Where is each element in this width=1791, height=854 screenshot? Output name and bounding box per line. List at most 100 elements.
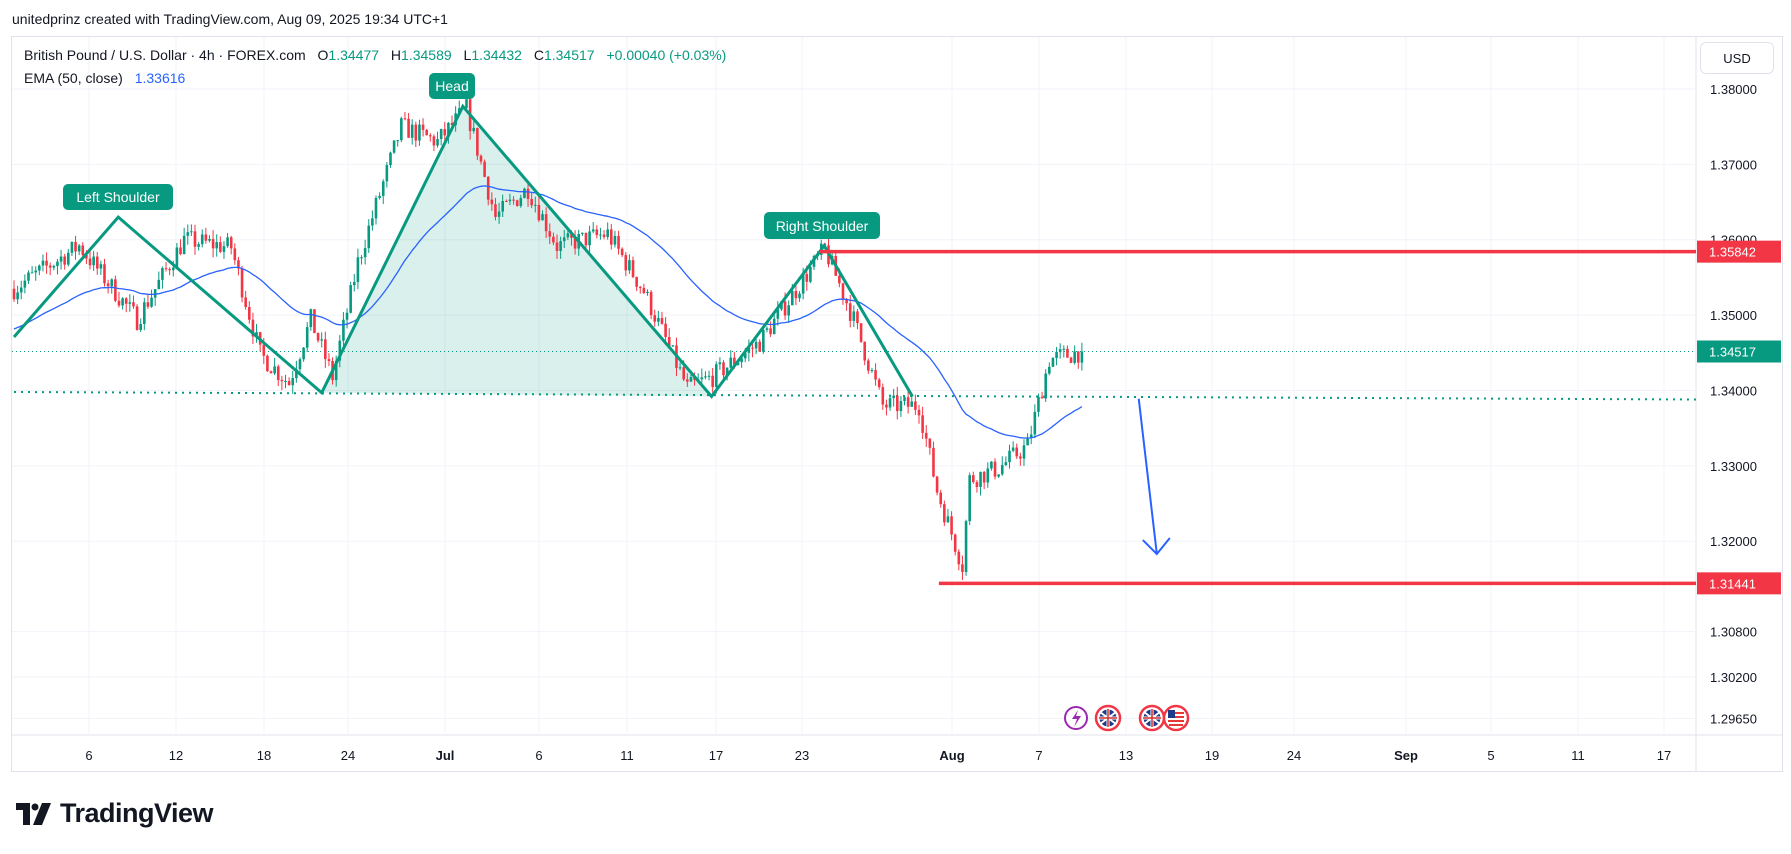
price-badge xyxy=(1697,240,1781,263)
candle-body xyxy=(1037,396,1040,412)
candle-body xyxy=(932,447,935,477)
candle-body xyxy=(863,341,866,361)
candle-body xyxy=(537,204,541,221)
candle-body xyxy=(584,232,588,246)
symbol-legend[interactable]: British Pound / U.S. Dollar · 4h · FOREX… xyxy=(24,47,726,63)
candle-body xyxy=(52,266,56,268)
head-label[interactable]: Head xyxy=(429,73,475,99)
candle-body xyxy=(903,397,906,402)
candle-body xyxy=(747,347,751,353)
right-shoulder-text: Right Shoulder xyxy=(776,218,869,234)
price-badges: 1.35842 1.34517 1.31441 xyxy=(1697,240,1781,595)
right-shoulder-label[interactable]: Right Shoulder xyxy=(764,212,880,239)
candle-body xyxy=(729,357,733,368)
uk-flag-icon[interactable] xyxy=(1094,704,1122,732)
candle-body xyxy=(483,161,486,177)
candle-body xyxy=(407,118,410,138)
neckline[interactable] xyxy=(13,390,1705,401)
candle-body xyxy=(74,241,77,252)
candle-body xyxy=(975,482,979,487)
candle-body xyxy=(226,237,229,247)
candle-body xyxy=(38,265,41,271)
candle-body xyxy=(233,248,237,261)
candle-body xyxy=(472,127,476,132)
time-axis-ticks: 6 12 18 24 Jul 6 11 17 23 Aug 7 13 19 24 Sep 5 11 17 xyxy=(85,748,1671,763)
candle-body xyxy=(88,258,92,266)
candle-body xyxy=(979,471,982,487)
candle-body xyxy=(928,438,932,448)
candle-body xyxy=(914,401,917,410)
candle-body xyxy=(367,225,371,249)
candle-body xyxy=(19,287,23,293)
candle-body xyxy=(255,332,258,337)
us-flag-icon[interactable] xyxy=(1162,704,1190,732)
price-tick-label: 1.34000 xyxy=(1710,383,1757,398)
down-arrow-projection[interactable] xyxy=(1137,398,1171,556)
candle-body xyxy=(171,267,175,271)
candle-body xyxy=(649,291,653,316)
candle-body xyxy=(313,309,316,334)
head-and-shoulders-pattern[interactable] xyxy=(12,103,914,399)
candle-body xyxy=(515,200,519,207)
candle-body xyxy=(479,155,483,162)
candle-body xyxy=(276,366,280,380)
time-tick-label: 17 xyxy=(709,748,723,763)
candle-body xyxy=(284,380,287,382)
candle-body xyxy=(993,461,997,477)
candle-body xyxy=(436,139,439,146)
candle-body xyxy=(63,256,66,265)
uk-flag-icon[interactable] xyxy=(1138,704,1166,732)
candle-body xyxy=(595,229,599,235)
candle-body xyxy=(439,129,443,140)
candle-body xyxy=(95,256,99,269)
currency-button[interactable]: USD xyxy=(1700,42,1774,74)
candle-body xyxy=(1004,462,1008,466)
candle-body xyxy=(349,285,352,313)
candle-body xyxy=(700,377,704,380)
candle-body xyxy=(892,395,895,399)
candle-body xyxy=(34,270,38,273)
ema-legend[interactable]: EMA (50, close) 1.33616 xyxy=(24,70,185,86)
candle-body xyxy=(85,254,88,259)
candle-body xyxy=(570,233,573,238)
candle-body xyxy=(244,297,247,308)
candle-body xyxy=(617,235,620,249)
lightning-event-icon[interactable] xyxy=(1064,706,1088,730)
candle-body xyxy=(508,199,512,202)
left-shoulder-text: Left Shoulder xyxy=(76,189,160,205)
candle-body xyxy=(211,239,215,249)
tradingview-logo[interactable]: TradingView xyxy=(16,798,214,829)
candle-body xyxy=(1000,465,1004,475)
low-value: 1.34432 xyxy=(471,47,522,63)
candle-body xyxy=(352,282,356,286)
candle-body xyxy=(657,318,660,322)
candle-body xyxy=(631,260,635,278)
candle-body xyxy=(772,318,776,335)
candles xyxy=(12,90,1084,580)
candle-body xyxy=(555,242,559,251)
candle-body xyxy=(787,305,790,316)
candle-body xyxy=(371,218,374,226)
candle-body xyxy=(602,234,606,238)
candle-body xyxy=(363,248,367,258)
chart-credit: unitedprinz created with TradingView.com… xyxy=(12,11,448,27)
candle-body xyxy=(722,362,725,376)
candle-body xyxy=(1080,351,1084,363)
candle-body xyxy=(566,233,570,238)
left-shoulder-label[interactable]: Left Shoulder xyxy=(63,184,173,210)
candle-body xyxy=(635,277,638,287)
candle-body xyxy=(168,269,171,271)
candle-body xyxy=(490,199,494,205)
price-badge xyxy=(1697,572,1781,595)
candle-body xyxy=(175,247,179,268)
time-tick-label: 24 xyxy=(341,748,355,763)
ema-value: 1.33616 xyxy=(134,70,186,86)
candle-body xyxy=(219,242,222,252)
candle-body xyxy=(541,214,544,221)
time-tick-label: 23 xyxy=(795,748,809,763)
candle-body xyxy=(251,319,255,337)
candle-body xyxy=(1019,456,1022,459)
candle-body xyxy=(678,367,682,369)
low-label: L xyxy=(463,47,472,63)
